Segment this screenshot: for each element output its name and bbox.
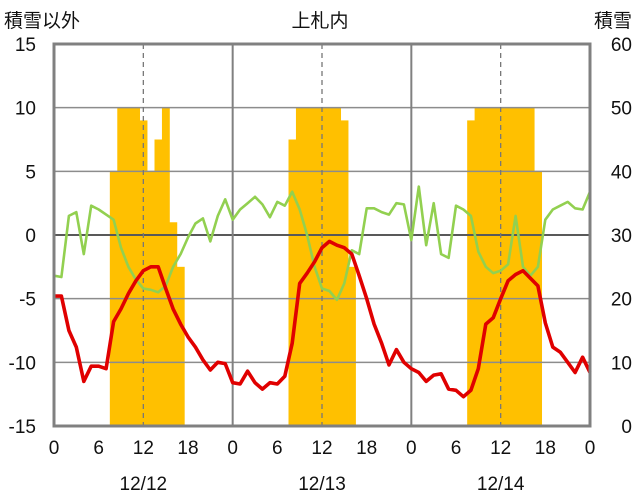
x-tick-label: 0 — [49, 438, 60, 459]
right-tick-label: 0 — [621, 417, 632, 438]
left-tick-label: 0 — [25, 226, 36, 247]
x-tick-label: 12 — [133, 438, 154, 459]
snow-bar — [496, 107, 505, 427]
left-tick-label: -5 — [19, 290, 36, 311]
plot-frame — [52, 42, 592, 428]
x-tick-label: 0 — [406, 438, 417, 459]
snow-bar — [489, 107, 498, 427]
x-tick-label: 6 — [272, 438, 283, 459]
x-tick-label: 6 — [451, 438, 462, 459]
x-tick-label: 18 — [535, 438, 556, 459]
x-tick-label: 0 — [585, 438, 596, 459]
snow-bar — [504, 107, 513, 427]
left-tick-label: 5 — [25, 162, 36, 183]
date-label: 12/14 — [477, 474, 525, 495]
x-tick-label: 0 — [227, 438, 238, 459]
right-tick-label: 30 — [611, 226, 632, 247]
snow-bar — [467, 120, 476, 427]
snow-bar — [474, 107, 483, 427]
left-axis-label: 積雪以外 — [4, 10, 80, 32]
snow-bar — [161, 107, 170, 427]
temperature-line — [54, 239, 592, 399]
snow-bar — [295, 107, 304, 427]
snow-bar — [348, 266, 356, 426]
snow-bar — [511, 107, 520, 427]
x-tick-label: 18 — [356, 438, 377, 459]
snow-bar — [333, 107, 342, 427]
snow-bar — [288, 139, 297, 426]
snow-bar — [154, 139, 163, 426]
snow-bar — [169, 222, 178, 426]
snow-bar — [325, 107, 334, 427]
right-tick-label: 50 — [611, 99, 632, 120]
right-tick-label: 10 — [611, 353, 632, 374]
left-tick-label: -15 — [9, 417, 36, 438]
x-tick-label: 6 — [93, 438, 104, 459]
date-labels: 12/12 12/13 12/14 — [120, 474, 525, 495]
snow-bar — [318, 107, 327, 427]
x-ticks: 0 6 12 18 0 6 12 18 0 6 12 18 0 — [49, 438, 596, 459]
snow-bar — [176, 266, 185, 426]
snow-bar — [117, 107, 126, 427]
snow-bar — [132, 107, 141, 427]
right-tick-label: 20 — [611, 290, 632, 311]
snow-bar — [340, 120, 349, 427]
left-tick-label: 10 — [15, 99, 36, 120]
chart-title: 上札内 — [291, 10, 348, 32]
snow-depth-bars — [109, 107, 543, 427]
snow-bar — [526, 107, 535, 427]
right-y-ticks: 60 50 40 30 20 10 0 — [611, 35, 632, 438]
x-tick-label: 12 — [311, 438, 332, 459]
date-label: 12/13 — [298, 474, 346, 495]
gridlines — [54, 44, 590, 426]
right-tick-label: 60 — [611, 35, 632, 56]
left-tick-label: -10 — [9, 353, 36, 374]
x-tick-label: 12 — [490, 438, 511, 459]
left-tick-label: 15 — [15, 35, 36, 56]
snow-bar — [303, 107, 312, 427]
right-tick-label: 40 — [611, 162, 632, 183]
left-y-ticks: 15 10 5 0 -5 -10 -15 — [9, 35, 36, 438]
green-series-line — [53, 185, 592, 302]
date-label: 12/12 — [120, 474, 168, 495]
right-axis-label: 積雪 — [594, 10, 632, 32]
x-tick-label: 18 — [177, 438, 198, 459]
